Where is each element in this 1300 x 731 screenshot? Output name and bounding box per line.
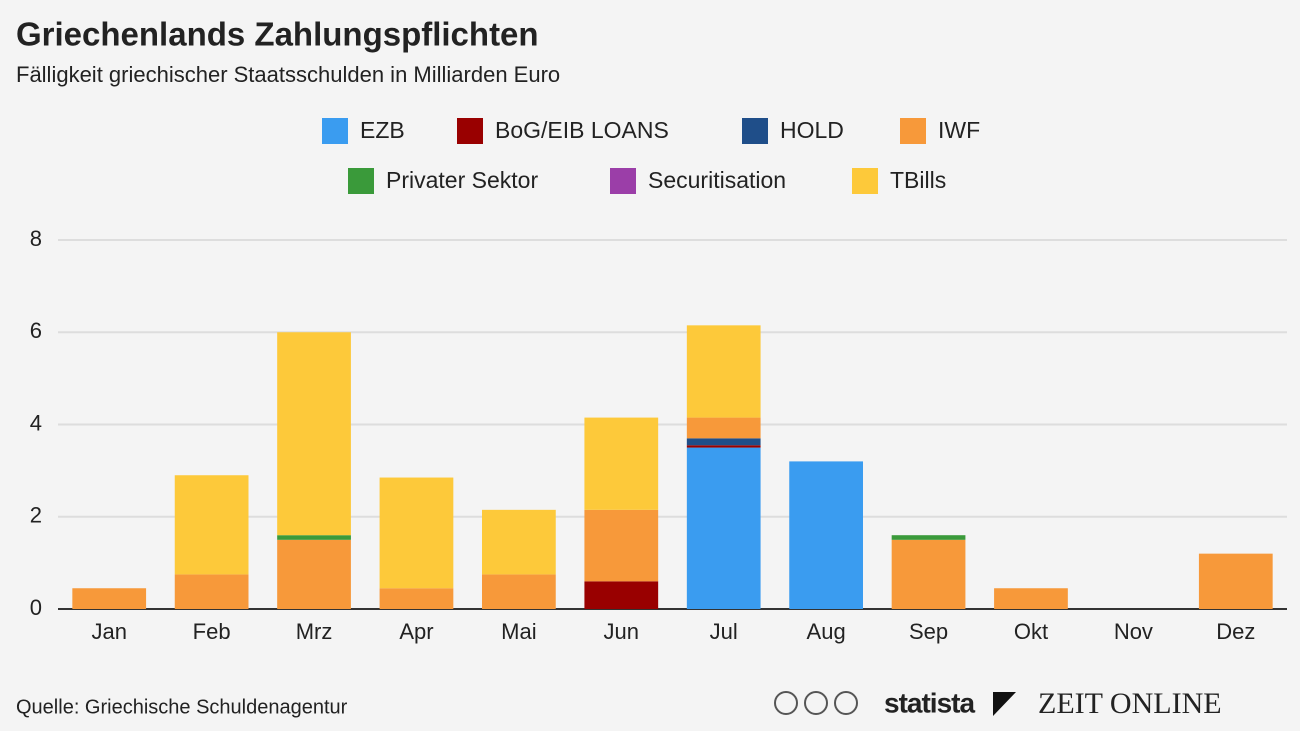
chart-title: Griechenlands Zahlungspflichten [16, 16, 539, 53]
bar-segment [1198, 553, 1273, 609]
legend-label: IWF [938, 117, 980, 143]
bar-segment [174, 574, 249, 609]
x-tick-label: Aug [807, 619, 846, 644]
bar-segment [686, 445, 761, 448]
x-tick-label: Okt [1014, 619, 1048, 644]
bar-segment [686, 438, 761, 446]
legend-label: Securitisation [648, 167, 786, 193]
brand-statista: statista [884, 687, 975, 718]
bar-segment [379, 588, 454, 609]
x-tick-label: Apr [399, 619, 433, 644]
x-tick-label: Nov [1114, 619, 1153, 644]
bar-segment [174, 475, 249, 575]
bar-segment [277, 332, 351, 536]
x-tick-label: Jul [710, 619, 738, 644]
x-tick-label: Sep [909, 619, 948, 644]
bar-segment [686, 417, 761, 439]
x-tick-label: Mai [501, 619, 536, 644]
bar-segment [277, 539, 351, 609]
bar-segment [994, 588, 1068, 609]
bar-segment [482, 509, 556, 575]
bar-segment [379, 477, 454, 589]
bar-segment [584, 417, 659, 510]
y-tick-label: 0 [30, 595, 42, 620]
bar-segment [686, 325, 761, 418]
legend-label: EZB [360, 117, 405, 143]
bar-segment [277, 535, 351, 540]
legend-swatch [348, 168, 374, 194]
chart-subtitle: Fälligkeit griechischer Staatsschulden i… [16, 62, 560, 87]
legend-label: HOLD [780, 117, 844, 143]
legend-label: BoG/EIB LOANS [495, 117, 669, 143]
legend-label: Privater Sektor [386, 167, 538, 193]
brand-zeit: ZEIT ONLINE [1038, 687, 1222, 720]
bar-segment [482, 574, 556, 609]
bar-segment [891, 535, 966, 540]
y-tick-label: 2 [30, 503, 42, 528]
legend-swatch [852, 168, 878, 194]
legend-swatch [742, 118, 768, 144]
x-tick-label: Jan [91, 619, 126, 644]
legend-label: TBills [890, 167, 946, 193]
bar-segment [686, 447, 761, 609]
x-tick-label: Feb [193, 619, 231, 644]
bar-segment [891, 539, 966, 609]
bar-segment [584, 509, 659, 582]
y-tick-label: 4 [30, 410, 42, 435]
bar-segment [72, 588, 147, 609]
y-tick-label: 8 [30, 226, 42, 251]
legend-swatch [322, 118, 348, 144]
legend-swatch [610, 168, 636, 194]
bar-segment [584, 581, 659, 609]
source: Quelle: Griechische Schuldenagentur [16, 696, 348, 718]
x-tick-label: Jun [604, 619, 639, 644]
cc-icons [774, 691, 858, 715]
legend-swatch [457, 118, 483, 144]
bar-segment [789, 461, 863, 609]
x-tick-label: Mrz [296, 619, 333, 644]
x-tick-label: Dez [1216, 619, 1255, 644]
legend-swatch [900, 118, 926, 144]
statista-icon [993, 692, 1016, 716]
y-tick-label: 6 [30, 318, 42, 343]
